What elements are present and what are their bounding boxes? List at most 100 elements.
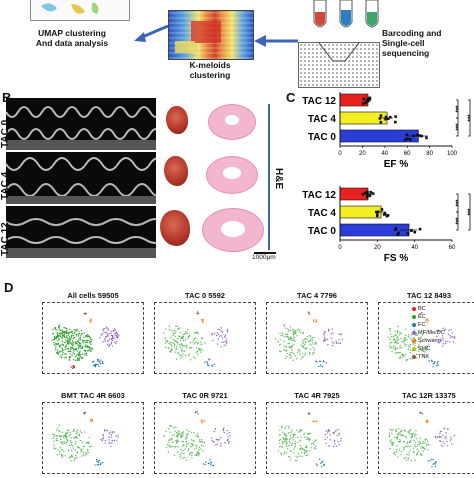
point-0-0-2	[366, 99, 369, 103]
he-section-tac0	[208, 104, 256, 140]
umap-scatter-1	[163, 311, 229, 367]
sig-bracket-0-2	[468, 99, 471, 137]
bar-label-1-1: TAC 4	[308, 208, 337, 219]
bar-label-1-2: TAC 0	[308, 226, 337, 237]
point-0-1-2	[394, 120, 397, 124]
legend-label-2: FC	[418, 322, 426, 328]
row-label-tac4: TAC 4	[0, 171, 11, 200]
point-1-0-2	[368, 194, 372, 198]
legend-item-6: TNK	[412, 354, 429, 360]
heart-photo-tac4	[164, 156, 188, 186]
umap-panel-7: TAC 12R 13375	[378, 391, 474, 474]
point-0-1-5	[384, 117, 387, 121]
bar-1-1	[339, 205, 382, 219]
tick-label-1-0: 0	[338, 245, 342, 251]
point-1-1-0	[375, 213, 379, 216]
he-bracket	[268, 104, 270, 250]
legend-item-1: EC	[412, 314, 426, 320]
tick-label-0-3: 60	[404, 151, 411, 157]
legend-dot-6	[412, 354, 416, 359]
he-label: H&E	[273, 168, 284, 190]
sig-mark-1-2: ***	[468, 208, 474, 216]
point-0-2-3	[403, 138, 407, 142]
point-1-0-1	[361, 192, 365, 196]
sig-mark-0-0: ***	[456, 105, 462, 113]
heart-photo-tac12	[160, 210, 190, 246]
point-1-1-8	[375, 214, 379, 218]
echo-tac0	[6, 98, 156, 150]
tick-label-1-2: 40	[411, 245, 418, 251]
legend-label-3: MF/Mo/DC	[418, 330, 445, 336]
point-1-2-3	[406, 232, 410, 235]
echo-tac4	[6, 152, 156, 204]
umap-panel-3: TAC 12 8493	[378, 291, 474, 374]
kmeloids-step-label: K-meloids clustering	[189, 60, 231, 80]
point-0-0-3	[361, 102, 365, 105]
legend-label-6: TNK	[418, 354, 429, 360]
point-1-2-5	[397, 231, 401, 235]
point-1-2-2	[396, 232, 400, 236]
arrow-left-icon-2	[254, 35, 298, 47]
sig-bracket-1-1	[456, 211, 459, 231]
bar-label-0-1: TAC 4	[308, 114, 337, 125]
point-0-1-6	[388, 115, 392, 119]
umap-title-7: TAC 12R 13375	[402, 391, 456, 400]
well-plate	[298, 42, 380, 88]
legend-label-4: Schwann	[418, 338, 441, 344]
tick-label-1-1: 20	[374, 245, 381, 251]
point-0-1-7	[379, 120, 383, 124]
legend-label-1: EC	[418, 314, 426, 320]
point-0-2-5	[416, 133, 419, 137]
point-0-1-1	[379, 114, 383, 117]
axis-label-1: FS %	[384, 253, 409, 264]
umap-scatter-0	[51, 312, 120, 370]
umap-thumbnail	[30, 0, 130, 21]
sig-mark-1-0: ***	[456, 199, 462, 207]
tick-label-0-0: 0	[338, 151, 342, 157]
point-0-0-8	[368, 97, 372, 100]
umap-thumbnail-graphic	[41, 2, 99, 14]
umap-scatter-2	[275, 311, 343, 368]
point-0-2-4	[408, 138, 412, 141]
umap-step-label: UMAP clustering And data analysis	[35, 28, 109, 48]
point-1-2-4	[410, 229, 413, 232]
arrow-left-icon	[134, 24, 169, 42]
sig-mark-0-1: ***	[456, 123, 462, 131]
panel-b-letter: B	[2, 90, 11, 105]
bar-label-1-0: TAC 12	[302, 190, 336, 201]
legend-item-0: BC	[412, 306, 426, 312]
bar-label-0-0: TAC 12	[302, 96, 336, 107]
umap-scatter-4	[51, 411, 119, 466]
legend-label-0: BC	[418, 306, 426, 312]
legend-dot-3	[412, 330, 416, 335]
umap-title-2: TAC 4 7796	[297, 291, 337, 300]
legend-item-4: Schwann	[412, 338, 441, 344]
point-1-1-2	[386, 214, 390, 217]
umap-title-3: TAC 12 8493	[406, 291, 452, 300]
panel-c-letter: C	[286, 90, 296, 105]
point-1-0-7	[364, 191, 367, 195]
row-label-tac0: TAC 0	[0, 119, 11, 148]
legend-dot-5	[412, 346, 416, 351]
umap-panel-2: TAC 4 7796	[266, 291, 368, 374]
umap-panel-5: TAC 0R 9721	[154, 391, 256, 474]
point-1-2-7	[394, 227, 398, 230]
tick-label-0-5: 100	[447, 151, 458, 157]
bar-label-0-2: TAC 0	[308, 132, 337, 143]
tick-label-0-2: 40	[381, 151, 388, 157]
legend-item-3: MF/Mo/DC	[412, 330, 445, 336]
kmeloids-heatmap	[168, 10, 254, 60]
umap-title-4: BMT TAC 4R 6603	[61, 391, 125, 400]
point-1-2-0	[394, 228, 397, 232]
row-label-tac12: TAC 12	[0, 222, 11, 256]
umap-panel-0: All cells 59505	[42, 291, 144, 374]
legend-item-5: SMC	[412, 346, 430, 352]
scale-bar	[254, 252, 276, 254]
point-1-1-4	[380, 208, 384, 211]
umap-scatter-7	[388, 411, 456, 468]
point-1-0-3	[371, 192, 375, 195]
point-0-1-0	[386, 117, 390, 121]
sig-mark-0-2: ***	[468, 114, 474, 122]
sample-tubes-icon	[313, 0, 379, 28]
tick-label-0-1: 20	[359, 151, 366, 157]
